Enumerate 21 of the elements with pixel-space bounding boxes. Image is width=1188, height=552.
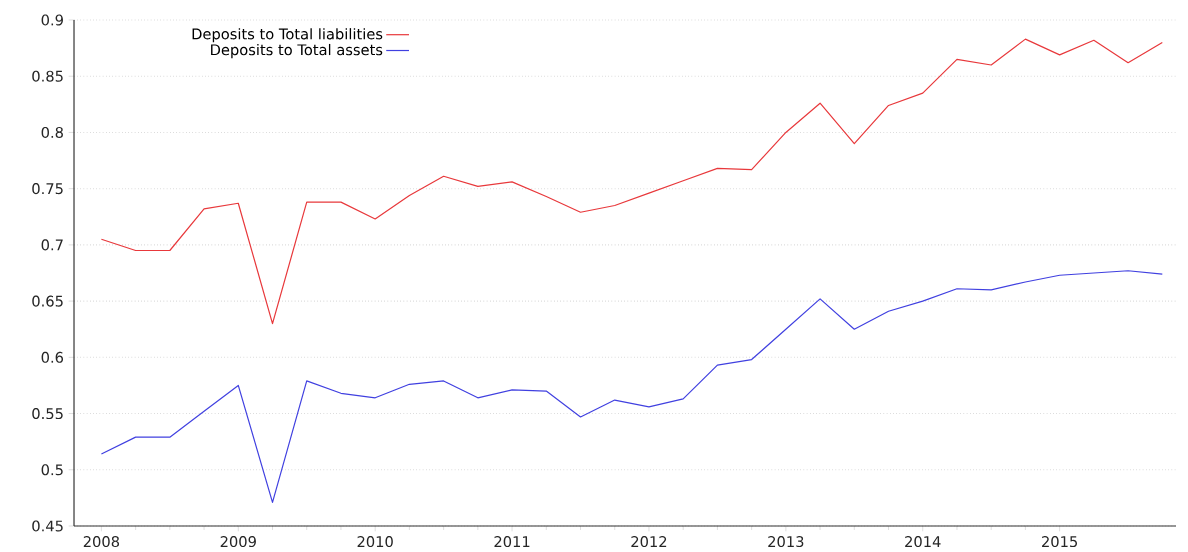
y-tick-label: 0.85 <box>32 70 63 82</box>
y-tick-label: 0.5 <box>41 464 63 476</box>
y-tick-label: 0.75 <box>32 183 63 195</box>
y-tick-label: 0.6 <box>41 351 64 363</box>
y-tick-label: 0.7 <box>41 239 63 251</box>
y-tick-label: 0.45 <box>32 520 63 532</box>
x-tick-label: 2009 <box>220 536 256 548</box>
x-tick-label: 2011 <box>494 536 530 548</box>
y-tick-label: 0.9 <box>41 14 63 26</box>
line-series <box>100 270 1163 503</box>
legend-label: Deposits to Total liabilities <box>192 28 383 43</box>
x-tick-label: 2012 <box>631 536 667 548</box>
x-tick-label: 2013 <box>768 536 804 548</box>
y-tick-label: 0.65 <box>32 295 63 307</box>
x-tick-label: 2008 <box>83 536 120 548</box>
x-tick-label: 2015 <box>1042 536 1078 548</box>
y-tick-label: 0.55 <box>32 408 63 420</box>
x-tick-label: 2010 <box>357 536 393 548</box>
x-tick-label: 2014 <box>905 536 941 548</box>
legend-label: Deposits to Total assets <box>211 43 383 59</box>
y-tick-label: 0.8 <box>41 126 63 138</box>
